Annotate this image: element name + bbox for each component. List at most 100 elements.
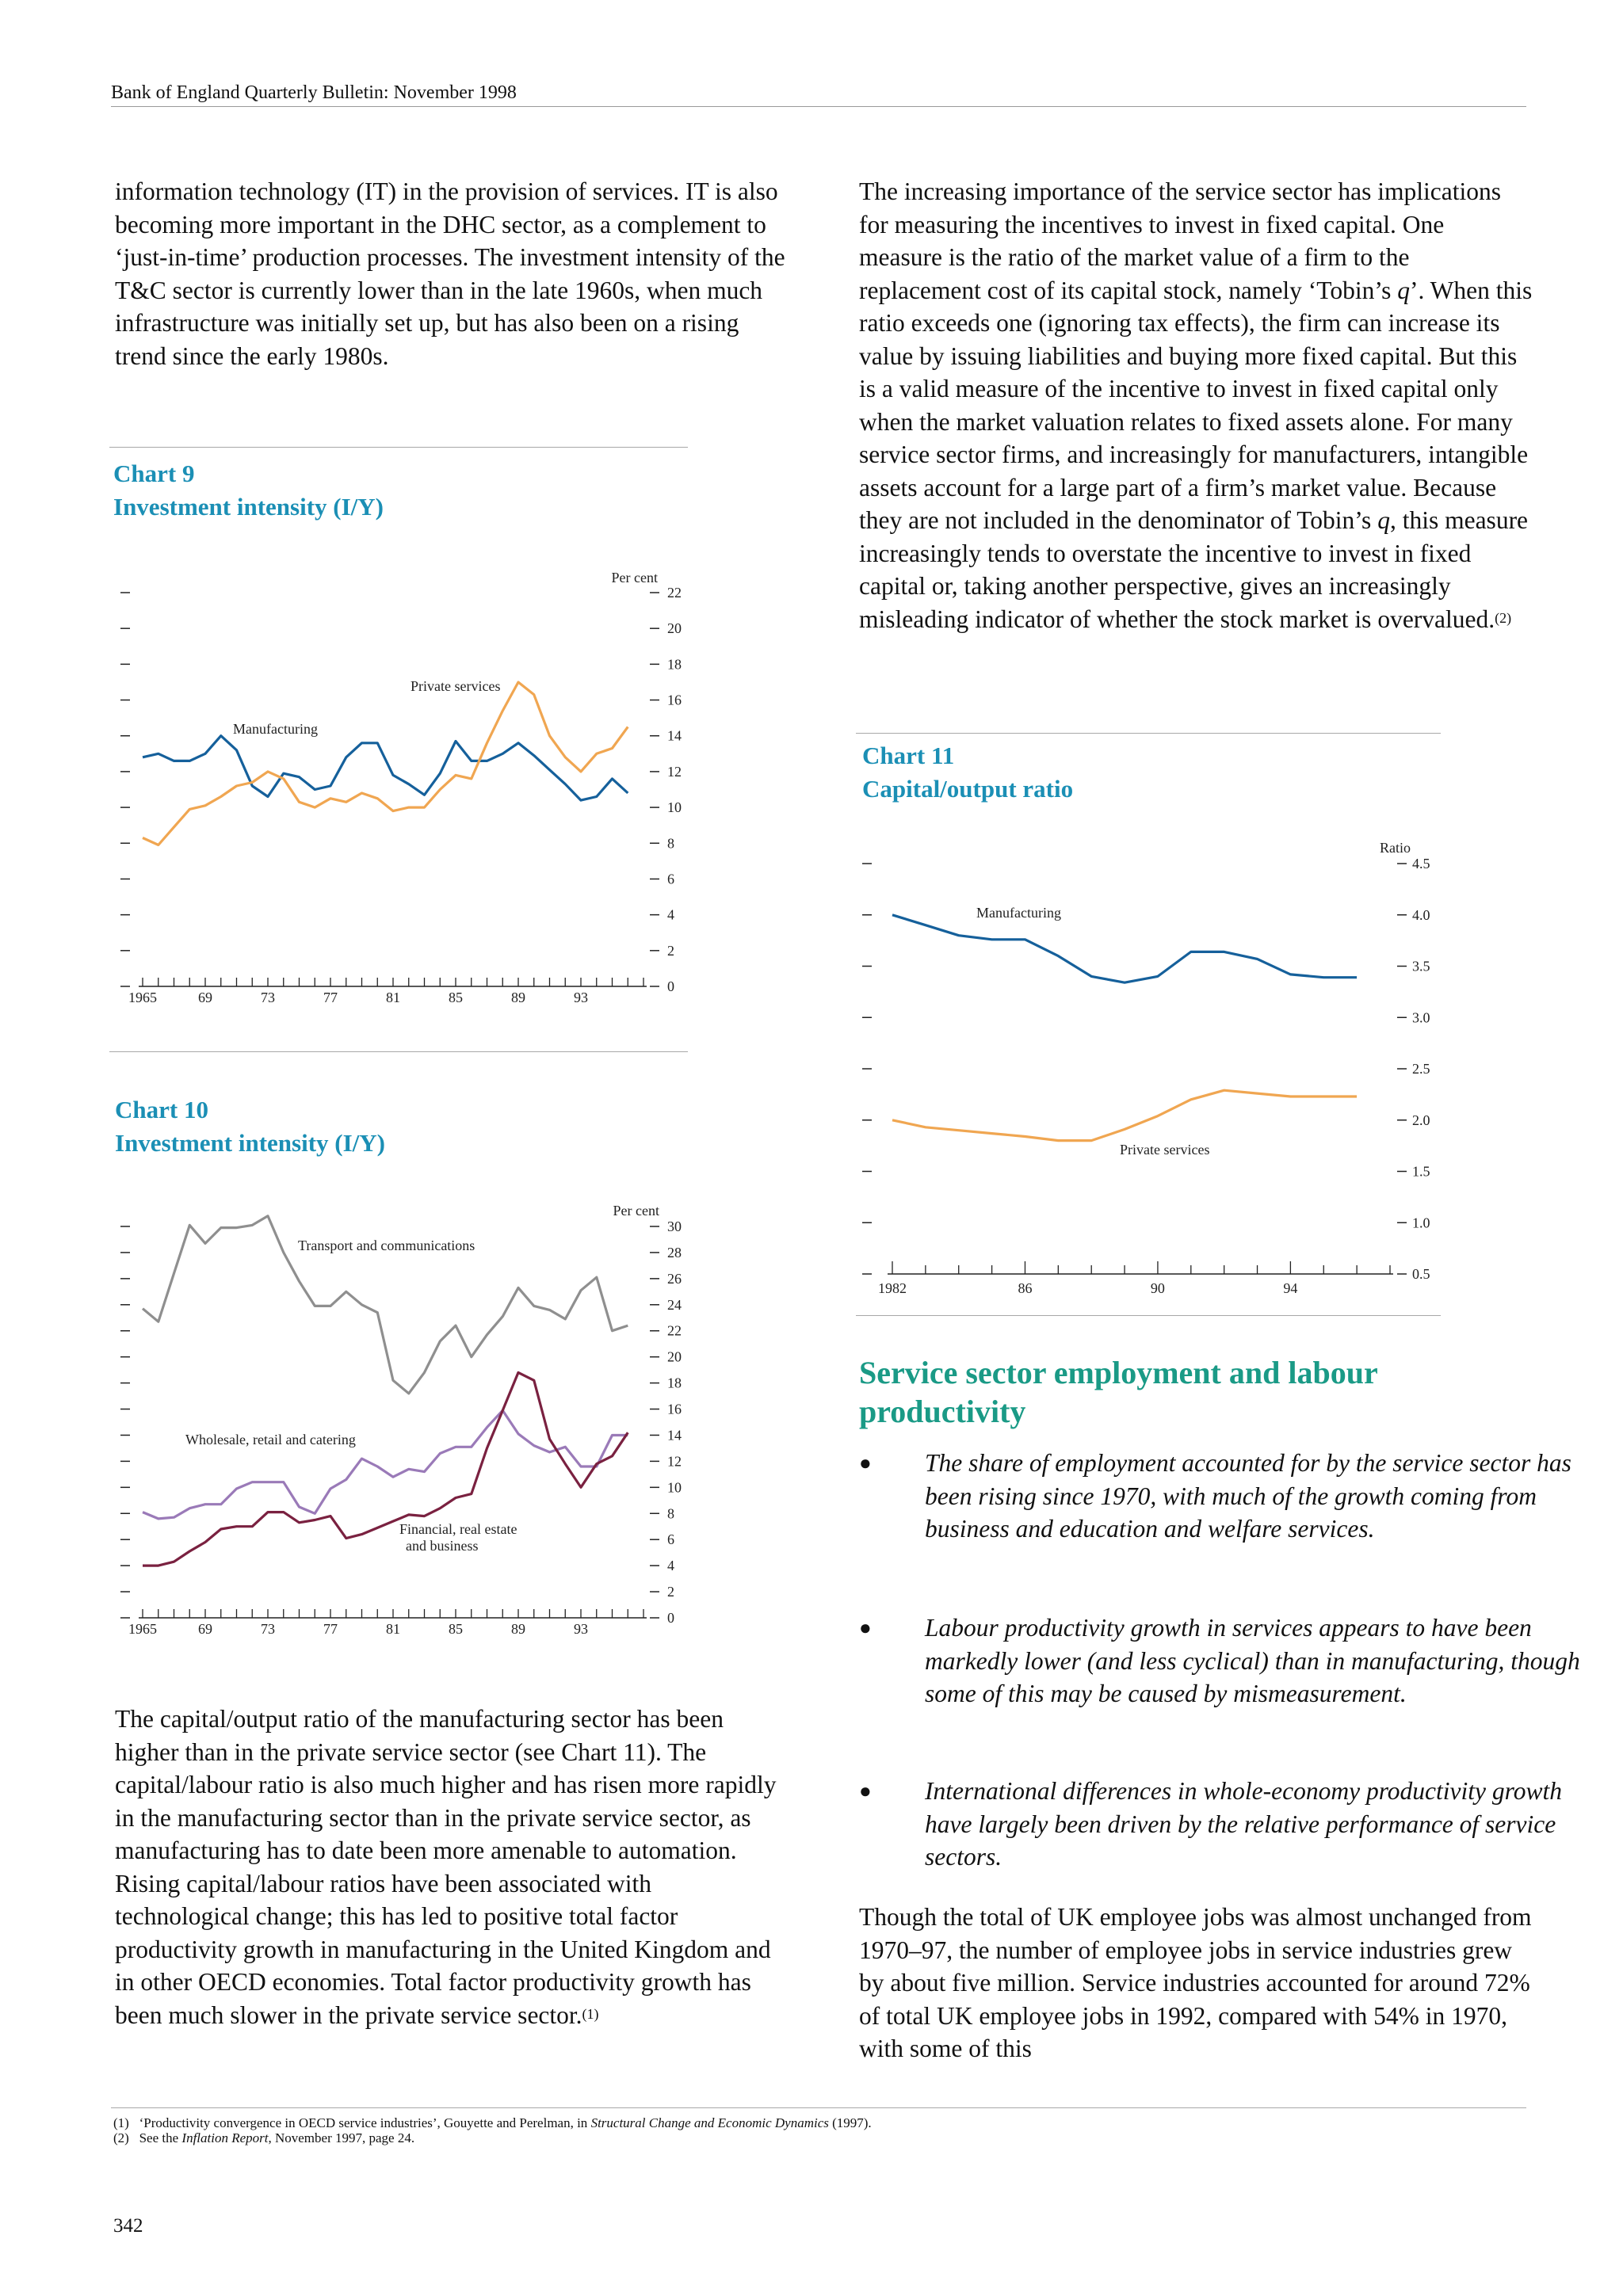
- footnote-ref-2: (2): [1495, 609, 1512, 626]
- chart11-series-manufacturing: [892, 913, 1358, 984]
- bullet-text-2: Labour productivity growth in services a…: [925, 1614, 1580, 1707]
- chart11-title: Capital/output ratio: [862, 775, 1074, 803]
- chart11-x-tick-label: 94: [1283, 1280, 1297, 1296]
- chart11-series-label: Private services: [1120, 1142, 1209, 1158]
- chart11-y-tick-label: 2.0: [1412, 1112, 1430, 1128]
- chart10-x-tick-label: 81: [386, 1621, 400, 1637]
- chart10-x-tick-label: 1965: [128, 1621, 157, 1637]
- chart10-y-tick-label: 0: [667, 1610, 674, 1626]
- chart10-x-tick-label: 77: [323, 1621, 338, 1637]
- footnote-2-text-b: , November 1997, page 24.: [268, 2130, 415, 2145]
- chart10-series-label: Financial, real estate: [399, 1521, 517, 1537]
- right-para-1-c: , this measure increasingly tends to ove…: [859, 506, 1529, 633]
- chart11-series-label: Manufacturing: [976, 905, 1061, 921]
- left-para-1-text: information technology (IT) in the provi…: [115, 177, 785, 370]
- chart10-series-transport-and-communications: [141, 1215, 628, 1395]
- chart10-y-tick-label: 14: [667, 1427, 682, 1443]
- chart10-y-tick-label: 24: [667, 1297, 682, 1313]
- section-heading: Service sector employment and labour pro…: [859, 1355, 1378, 1429]
- chart10-y-tick-label: 6: [667, 1531, 674, 1547]
- chart10-x-tick-label: 89: [511, 1621, 525, 1637]
- chart11-plot: Ratio 0.5 1.0 1.5 2.0 2.5 3.0 3.5 4.0 4.5 1982 86 90…: [862, 840, 1430, 1296]
- left-para-1: information technology (IT) in the provi…: [115, 175, 789, 372]
- chart11-unit-label: Ratio: [1380, 840, 1411, 856]
- chart9-x-tick-label: 85: [449, 990, 463, 1005]
- chart9-series-label: Manufacturing: [233, 721, 318, 737]
- chart9-label: Chart 9: [113, 460, 195, 487]
- chart9-x-tick-label: 73: [261, 990, 275, 1005]
- chart10-x-tick-label: 85: [449, 1621, 463, 1637]
- chart10-x-tick-label: 73: [261, 1621, 275, 1637]
- chart9-y-tick-label: 8: [667, 835, 674, 851]
- page-number: 342: [113, 2215, 143, 2237]
- chart11-y-tick-label: 1.0: [1412, 1215, 1430, 1230]
- chart10-series-label: Wholesale, retail and catering: [185, 1432, 356, 1447]
- footnote-1: (1) ‘Productivity convergence in OECD se…: [113, 2115, 1524, 2130]
- chart10-y-tick-label: 8: [667, 1505, 674, 1521]
- footnote-ref-1: (1): [582, 2005, 599, 2022]
- bullet-dot: ●: [859, 1779, 872, 1802]
- chart10-y-tick-label: 26: [667, 1271, 682, 1287]
- chart11-x-tick-label: 90: [1151, 1280, 1165, 1296]
- chart10-unit-label: Per cent: [613, 1203, 659, 1219]
- chart9-y-tick-label: 16: [667, 692, 682, 708]
- chart11-y-tick-label: 0.5: [1412, 1266, 1430, 1282]
- chart11-top-rule: [856, 733, 1441, 734]
- chart10-series-wholesale-retail-and-catering: [142, 1409, 628, 1520]
- chart9-series-private-services: [142, 681, 629, 847]
- bullet-item-2: ● Labour productivity growth in services…: [859, 1611, 1580, 1746]
- chart9-y-tick-label: 12: [667, 764, 682, 780]
- running-header: Bank of England Quarterly Bulletin: Nove…: [111, 82, 517, 103]
- right-para-1: The increasing importance of the service…: [859, 175, 1533, 635]
- chart9-y-tick-label: 10: [667, 799, 682, 815]
- chart9-top-rule: [109, 447, 688, 448]
- chart10-y-tick-label: 20: [667, 1349, 682, 1365]
- left-para-2-text: The capital/output ratio of the manufact…: [115, 1705, 777, 2029]
- right-para-1-b: ’. When this ratio exceeds one (ignoring…: [859, 276, 1533, 535]
- footnote-1-text-b: (1997).: [828, 2115, 872, 2130]
- chart11-y-tick-label: 1.5: [1412, 1164, 1430, 1180]
- chart10-y-tick-label: 30: [667, 1219, 682, 1234]
- chart10-series-financial-real-estate-and-business: [143, 1371, 629, 1567]
- chart9-x-tick-label: 77: [323, 990, 338, 1005]
- footnote-rule: [111, 2107, 1526, 2108]
- chart10-y-tick-label: 28: [667, 1245, 682, 1261]
- chart9-x-tick-label: 89: [511, 990, 525, 1005]
- chart11-y-tick-label: 4.5: [1412, 856, 1430, 871]
- chart10-y-tick-label: 12: [667, 1453, 682, 1469]
- right-para-1-q2: q: [1377, 506, 1390, 534]
- footnote-2-num: (2): [113, 2130, 129, 2145]
- left-para-2: The capital/output ratio of the manufact…: [115, 1703, 789, 2031]
- chart11-y-tick-label: 3.5: [1412, 959, 1430, 974]
- footnote-1-text-a: ‘Productivity convergence in OECD servic…: [139, 2115, 591, 2130]
- chart10-series-label: Transport and communications: [298, 1238, 475, 1253]
- chart9-series-manufacturing: [142, 734, 629, 802]
- chart10-title: Investment intensity (I/Y): [115, 1129, 385, 1157]
- chart9-title: Investment intensity (I/Y): [113, 493, 384, 521]
- chart9-y-tick-label: 14: [667, 728, 682, 744]
- right-para-2-text: Though the total of UK employee jobs was…: [859, 1903, 1532, 2062]
- chart11-label: Chart 11: [862, 742, 955, 769]
- chart10-y-tick-label: 18: [667, 1375, 682, 1391]
- chart9-y-tick-label: 4: [667, 907, 674, 923]
- chart9-y-tick-label: 18: [667, 656, 682, 672]
- chart9-series-label: Private services: [411, 678, 500, 694]
- header-rule: [111, 106, 1526, 107]
- chart10-x-tick-label: 93: [574, 1621, 588, 1637]
- bullet-dot: ●: [859, 1616, 872, 1639]
- chart10-label: Chart 10: [115, 1096, 208, 1123]
- chart9-y-tick-label: 0: [667, 978, 674, 994]
- chart9-x-tick-label: 69: [198, 990, 212, 1005]
- footnote-2-text-a: See the: [139, 2130, 182, 2145]
- bullet-text-1: The share of employment accounted for by…: [925, 1449, 1571, 1543]
- chart9-unit-label: Per cent: [612, 570, 658, 585]
- chart10-y-tick-label: 10: [667, 1479, 682, 1495]
- chart11-x-tick-label: 86: [1018, 1280, 1032, 1296]
- bullet-item-1: ● The share of employment accounted for …: [859, 1447, 1571, 1581]
- right-para-1-q1: q: [1397, 276, 1410, 304]
- chart11-series-private-services: [892, 1089, 1358, 1142]
- chart9-y-tick-label: 22: [667, 585, 682, 601]
- chart9-bottom-rule: [109, 1051, 688, 1052]
- footnote-1-num: (1): [113, 2115, 129, 2130]
